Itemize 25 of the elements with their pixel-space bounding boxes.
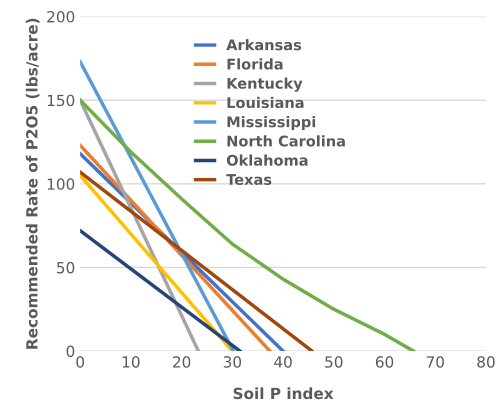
y-tick-label: 200 [47, 10, 74, 23]
line-series [80, 98, 416, 352]
x-tick-label: 40 [274, 356, 292, 368]
y-tick-label: 150 [48, 94, 74, 106]
y-tick-label: 0 [66, 346, 74, 358]
x-tick-label: 60 [376, 356, 394, 368]
x-tick-label: 0 [76, 356, 84, 368]
legend-label: Arkansas [226, 39, 302, 50]
x-tick-label: 20 [173, 356, 190, 368]
y-tick-label: 50 [57, 262, 74, 274]
y-tick-label: 100 [48, 178, 74, 190]
x-tick-label: 30 [224, 356, 242, 368]
x-axis-title: Soil P index [234, 387, 334, 400]
legend-label: Kentucky [228, 78, 302, 92]
legend-label: North Carolina [228, 135, 345, 147]
legend-label: Mississippi [228, 116, 316, 130]
y-axis-title: Recommended Rate of P2O5 (lbs/acre) [26, 18, 40, 349]
legend-label: Louisiana [228, 96, 304, 108]
legend-label: Oklahoma [226, 154, 308, 166]
legend-label: Florida [228, 58, 282, 70]
x-tick-label: 50 [325, 356, 342, 368]
x-tick-label: 80 [477, 356, 495, 368]
x-tick-label: 70 [426, 356, 444, 368]
x-tick-label: 10 [122, 356, 140, 368]
legend-label: Texas [226, 174, 272, 186]
